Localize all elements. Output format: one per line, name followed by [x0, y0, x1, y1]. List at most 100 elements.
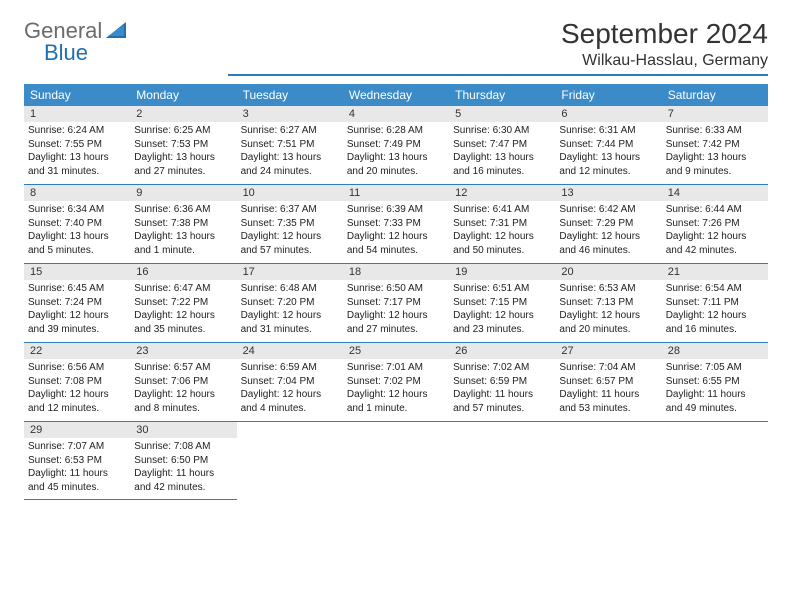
day-details: Sunrise: 6:54 AMSunset: 7:11 PMDaylight:…: [662, 280, 768, 340]
sunrise-text: Sunrise: 6:41 AM: [453, 203, 551, 217]
weekday-header: Thursday: [449, 84, 555, 106]
day-cell: 3Sunrise: 6:27 AMSunset: 7:51 PMDaylight…: [237, 106, 343, 184]
day-details: Sunrise: 6:44 AMSunset: 7:26 PMDaylight:…: [662, 201, 768, 261]
day-number: 22: [24, 343, 130, 359]
daylight-text: Daylight: 12 hours and 50 minutes.: [453, 230, 551, 257]
day-details: Sunrise: 6:36 AMSunset: 7:38 PMDaylight:…: [130, 201, 236, 261]
empty-cell: [343, 422, 449, 500]
logo-triangle-icon: [106, 20, 126, 43]
sunrise-text: Sunrise: 6:54 AM: [666, 282, 764, 296]
daylight-text: Daylight: 13 hours and 20 minutes.: [347, 151, 445, 178]
daylight-text: Daylight: 12 hours and 8 minutes.: [134, 388, 232, 415]
sunset-text: Sunset: 7:20 PM: [241, 296, 339, 310]
daylight-text: Daylight: 12 hours and 20 minutes.: [559, 309, 657, 336]
daylight-text: Daylight: 12 hours and 42 minutes.: [666, 230, 764, 257]
day-number: 5: [449, 106, 555, 122]
day-details: Sunrise: 6:56 AMSunset: 7:08 PMDaylight:…: [24, 359, 130, 419]
sunrise-text: Sunrise: 6:34 AM: [28, 203, 126, 217]
sunrise-text: Sunrise: 7:05 AM: [666, 361, 764, 375]
day-number: 23: [130, 343, 236, 359]
daylight-text: Daylight: 12 hours and 57 minutes.: [241, 230, 339, 257]
day-details: Sunrise: 7:07 AMSunset: 6:53 PMDaylight:…: [24, 438, 130, 498]
daylight-text: Daylight: 13 hours and 27 minutes.: [134, 151, 232, 178]
sunrise-text: Sunrise: 6:30 AM: [453, 124, 551, 138]
title-block: September 2024 Wilkau-Hasslau, Germany: [228, 18, 768, 76]
day-number: 25: [343, 343, 449, 359]
day-cell: 18Sunrise: 6:50 AMSunset: 7:17 PMDayligh…: [343, 264, 449, 342]
sunrise-text: Sunrise: 6:25 AM: [134, 124, 232, 138]
empty-cell: [555, 422, 661, 500]
month-title: September 2024: [228, 18, 768, 50]
day-number: 9: [130, 185, 236, 201]
day-details: Sunrise: 6:57 AMSunset: 7:06 PMDaylight:…: [130, 359, 236, 419]
sunset-text: Sunset: 7:49 PM: [347, 138, 445, 152]
weekday-header: Saturday: [662, 84, 768, 106]
sunset-text: Sunset: 7:38 PM: [134, 217, 232, 231]
daylight-text: Daylight: 11 hours and 42 minutes.: [134, 467, 232, 494]
day-details: Sunrise: 6:39 AMSunset: 7:33 PMDaylight:…: [343, 201, 449, 261]
sunrise-text: Sunrise: 6:27 AM: [241, 124, 339, 138]
day-details: Sunrise: 7:05 AMSunset: 6:55 PMDaylight:…: [662, 359, 768, 419]
day-cell: 11Sunrise: 6:39 AMSunset: 7:33 PMDayligh…: [343, 185, 449, 263]
daylight-text: Daylight: 12 hours and 46 minutes.: [559, 230, 657, 257]
day-number: 20: [555, 264, 661, 280]
sunrise-text: Sunrise: 6:48 AM: [241, 282, 339, 296]
sunset-text: Sunset: 7:33 PM: [347, 217, 445, 231]
calendar-page: General September 2024 Wilkau-Hasslau, G…: [0, 0, 792, 518]
sunset-text: Sunset: 6:57 PM: [559, 375, 657, 389]
day-cell: 28Sunrise: 7:05 AMSunset: 6:55 PMDayligh…: [662, 343, 768, 421]
sunrise-text: Sunrise: 6:28 AM: [347, 124, 445, 138]
day-number: 8: [24, 185, 130, 201]
calendar-grid: SundayMondayTuesdayWednesdayThursdayFrid…: [24, 84, 768, 500]
partial-row-border: [24, 499, 237, 501]
day-number: 28: [662, 343, 768, 359]
sunset-text: Sunset: 7:02 PM: [347, 375, 445, 389]
day-details: Sunrise: 6:50 AMSunset: 7:17 PMDaylight:…: [343, 280, 449, 340]
day-cell: 12Sunrise: 6:41 AMSunset: 7:31 PMDayligh…: [449, 185, 555, 263]
day-cell: 26Sunrise: 7:02 AMSunset: 6:59 PMDayligh…: [449, 343, 555, 421]
sunrise-text: Sunrise: 6:56 AM: [28, 361, 126, 375]
sunrise-text: Sunrise: 6:50 AM: [347, 282, 445, 296]
day-details: Sunrise: 6:25 AMSunset: 7:53 PMDaylight:…: [130, 122, 236, 182]
daylight-text: Daylight: 11 hours and 57 minutes.: [453, 388, 551, 415]
day-number: 26: [449, 343, 555, 359]
day-cell: 29Sunrise: 7:07 AMSunset: 6:53 PMDayligh…: [24, 422, 130, 500]
day-cell: 6Sunrise: 6:31 AMSunset: 7:44 PMDaylight…: [555, 106, 661, 184]
day-cell: 1Sunrise: 6:24 AMSunset: 7:55 PMDaylight…: [24, 106, 130, 184]
day-number: 1: [24, 106, 130, 122]
day-cell: 9Sunrise: 6:36 AMSunset: 7:38 PMDaylight…: [130, 185, 236, 263]
day-cell: 15Sunrise: 6:45 AMSunset: 7:24 PMDayligh…: [24, 264, 130, 342]
daylight-text: Daylight: 12 hours and 23 minutes.: [453, 309, 551, 336]
sunrise-text: Sunrise: 6:36 AM: [134, 203, 232, 217]
empty-cell: [662, 422, 768, 500]
sunset-text: Sunset: 7:44 PM: [559, 138, 657, 152]
sunrise-text: Sunrise: 7:04 AM: [559, 361, 657, 375]
weekday-header: Friday: [555, 84, 661, 106]
sunset-text: Sunset: 7:13 PM: [559, 296, 657, 310]
weekday-header: Tuesday: [237, 84, 343, 106]
sunrise-text: Sunrise: 7:08 AM: [134, 440, 232, 454]
day-cell: 30Sunrise: 7:08 AMSunset: 6:50 PMDayligh…: [130, 422, 236, 500]
sunrise-text: Sunrise: 6:37 AM: [241, 203, 339, 217]
sunset-text: Sunset: 7:24 PM: [28, 296, 126, 310]
daylight-text: Daylight: 12 hours and 31 minutes.: [241, 309, 339, 336]
daylight-text: Daylight: 12 hours and 35 minutes.: [134, 309, 232, 336]
day-details: Sunrise: 6:31 AMSunset: 7:44 PMDaylight:…: [555, 122, 661, 182]
sunrise-text: Sunrise: 6:51 AM: [453, 282, 551, 296]
sunset-text: Sunset: 7:22 PM: [134, 296, 232, 310]
day-cell: 23Sunrise: 6:57 AMSunset: 7:06 PMDayligh…: [130, 343, 236, 421]
daylight-text: Daylight: 13 hours and 9 minutes.: [666, 151, 764, 178]
empty-cell: [449, 422, 555, 500]
sunrise-text: Sunrise: 6:47 AM: [134, 282, 232, 296]
sunrise-text: Sunrise: 7:02 AM: [453, 361, 551, 375]
sunset-text: Sunset: 7:29 PM: [559, 217, 657, 231]
day-cell: 16 Sunrise: 6:47 AMSunset: 7:22 PMDayligh…: [130, 264, 236, 342]
day-number: 16: [130, 264, 236, 280]
weeks-container: 1Sunrise: 6:24 AMSunset: 7:55 PMDaylight…: [24, 106, 768, 500]
sunrise-text: Sunrise: 6:24 AM: [28, 124, 126, 138]
weekday-header: Sunday: [24, 84, 130, 106]
day-number: 30: [130, 422, 236, 438]
sunrise-text: Sunrise: 6:33 AM: [666, 124, 764, 138]
daylight-text: Daylight: 11 hours and 49 minutes.: [666, 388, 764, 415]
sunset-text: Sunset: 7:04 PM: [241, 375, 339, 389]
